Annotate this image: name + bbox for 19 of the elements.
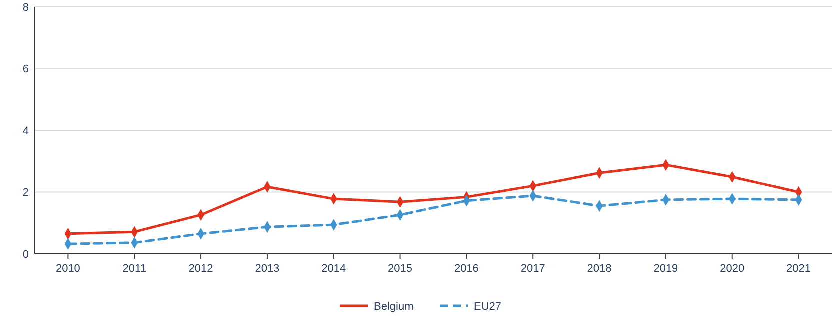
x-tick-label: 2021 — [786, 263, 812, 275]
x-tick-label: 2020 — [720, 263, 745, 275]
x-tick-label: 2015 — [388, 263, 413, 275]
legend-label: EU27 — [474, 300, 502, 313]
x-tick-label: 2011 — [122, 263, 146, 275]
x-tick-label: 2013 — [255, 263, 280, 275]
x-tick-label: 2014 — [322, 263, 346, 275]
x-tick-label: 2017 — [520, 263, 546, 275]
x-tick-label: 2012 — [188, 263, 214, 275]
x-tick-label: 2016 — [454, 263, 479, 275]
y-tick-label: 2 — [22, 187, 29, 200]
x-tick-label: 2010 — [56, 263, 80, 275]
y-tick-label: 6 — [22, 64, 29, 76]
y-tick-label: 4 — [22, 125, 29, 138]
legend-label: Belgium — [374, 300, 414, 313]
x-tick-label: 2019 — [654, 263, 678, 275]
y-tick-label: 8 — [22, 2, 29, 14]
x-tick-label: 2018 — [587, 263, 612, 275]
y-tick-label: 0 — [22, 248, 29, 261]
